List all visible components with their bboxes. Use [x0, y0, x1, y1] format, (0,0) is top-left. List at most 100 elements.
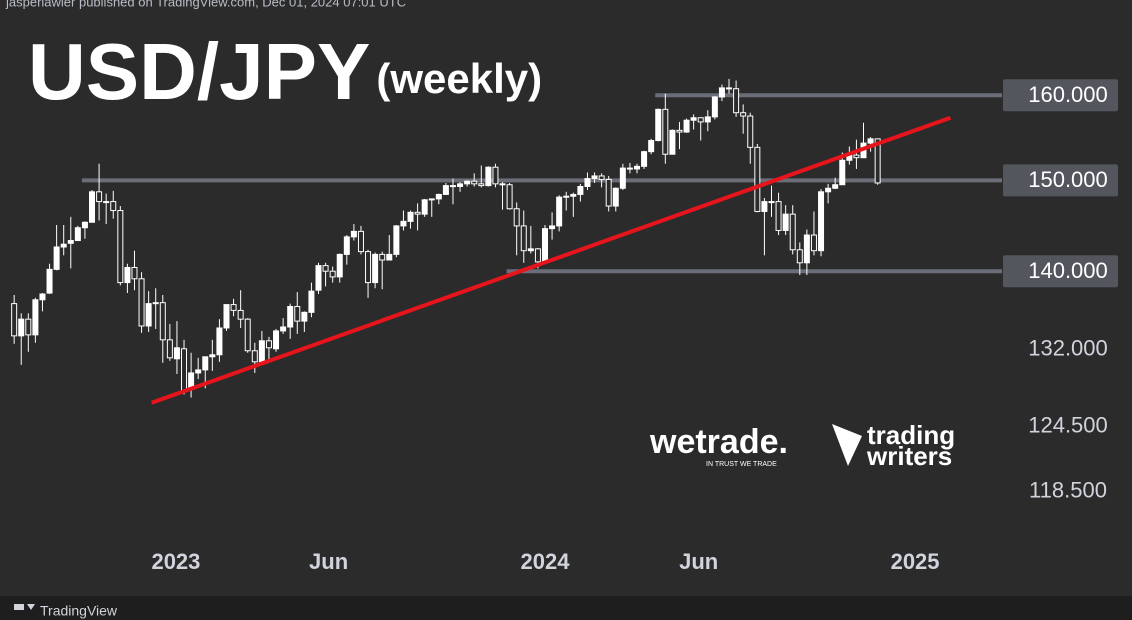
candle-body: [46, 268, 53, 294]
watermark: IN TRUST WE TRADE: [706, 461, 777, 468]
candle-body: [152, 302, 159, 305]
candle-body: [598, 175, 605, 180]
watermark: wetrade.: [649, 423, 788, 461]
candle-body: [421, 199, 428, 215]
x-tick-label: 2024: [521, 549, 571, 574]
candle-body: [697, 117, 704, 123]
candle-body: [662, 108, 669, 155]
candle-body: [563, 195, 570, 198]
candle-body: [733, 88, 740, 114]
candle-body: [690, 117, 697, 121]
candle-body: [810, 234, 817, 252]
candle-body: [265, 340, 272, 349]
candle-body: [103, 201, 110, 204]
candle-body: [67, 240, 74, 244]
footer: TradingView: [40, 603, 118, 619]
candle-body: [457, 183, 464, 187]
candle-body: [619, 167, 626, 189]
candle-body: [53, 246, 60, 270]
candle-body: [761, 201, 768, 212]
y-tick-box: [1003, 79, 1118, 112]
candle-body: [287, 306, 294, 328]
candle-body: [839, 159, 846, 186]
candle-body: [867, 138, 874, 144]
candle-body: [322, 265, 329, 272]
candle-body: [605, 178, 612, 207]
candle-body: [626, 167, 633, 170]
header: jasperlawler published on TradingView.co…: [5, 0, 406, 9]
candle-body: [492, 166, 499, 185]
x-tick-label: Jun: [309, 549, 348, 574]
candle-body: [74, 227, 81, 242]
candle-body: [32, 299, 39, 336]
candle-body: [195, 369, 202, 374]
candle-body: [315, 265, 322, 291]
candle-body: [789, 213, 796, 251]
x-tick-label: Jun: [679, 549, 718, 574]
watermark: trading: [867, 420, 955, 450]
candle-body: [181, 348, 188, 391]
candle-body: [442, 185, 449, 195]
candle-body: [110, 201, 117, 212]
chart-title: USD/JPY: [28, 27, 370, 116]
candle-body: [258, 340, 265, 363]
candle-body: [209, 354, 216, 358]
candle-body: [527, 248, 534, 252]
candle-body: [202, 356, 209, 371]
candle-body: [655, 108, 662, 142]
candle-body: [641, 151, 648, 167]
candle-body: [244, 318, 251, 352]
candle-body: [464, 180, 471, 185]
candle-body: [301, 311, 308, 322]
candle-body: [379, 253, 386, 261]
candle-body: [853, 154, 860, 159]
candle-body: [308, 290, 315, 313]
candle-body: [634, 165, 641, 170]
candle-body: [428, 198, 435, 201]
candle-body: [818, 191, 825, 252]
candle-body: [60, 243, 67, 248]
x-tick-label: 2025: [891, 549, 940, 574]
candle-body: [251, 350, 258, 363]
candle-body: [520, 225, 527, 252]
candle-body: [471, 180, 478, 185]
y-tick-label: 160.000: [1028, 82, 1108, 107]
candle-body: [478, 183, 485, 187]
candle-body: [131, 266, 138, 280]
candle-body: [280, 326, 287, 332]
y-tick-box: [1003, 164, 1118, 197]
candle-body: [874, 138, 881, 184]
candle-body: [832, 184, 839, 189]
candle-body: [273, 330, 280, 350]
candle-body: [549, 225, 556, 230]
candle-body: [173, 347, 180, 360]
y-tick-label: 132.000: [1028, 336, 1108, 361]
candle-body: [499, 183, 506, 186]
candle-body: [365, 251, 372, 284]
candle-body: [138, 278, 145, 327]
candle-body: [711, 96, 718, 118]
candle-body: [541, 228, 548, 263]
y-tick-label: 140.000: [1028, 258, 1108, 283]
chart-subtitle: (weekly): [376, 55, 542, 102]
y-tick-label: 118.500: [1029, 478, 1107, 503]
candle-body: [513, 208, 520, 227]
candle-body: [89, 191, 96, 223]
candle-body: [577, 185, 584, 195]
candle-body: [506, 184, 513, 210]
candle-body: [825, 187, 832, 193]
candle-body: [648, 140, 655, 153]
candle-body: [230, 304, 237, 311]
candle-body: [124, 266, 131, 284]
candle-body: [386, 253, 393, 261]
candle-body: [414, 211, 421, 215]
candle-body: [343, 236, 350, 255]
candle-body: [676, 129, 683, 133]
candle-body: [166, 339, 173, 359]
trendline: [150, 115, 952, 405]
candle-body: [39, 293, 46, 301]
candle-body: [754, 146, 761, 212]
candle-body: [747, 115, 754, 148]
candle-body: [372, 253, 379, 284]
